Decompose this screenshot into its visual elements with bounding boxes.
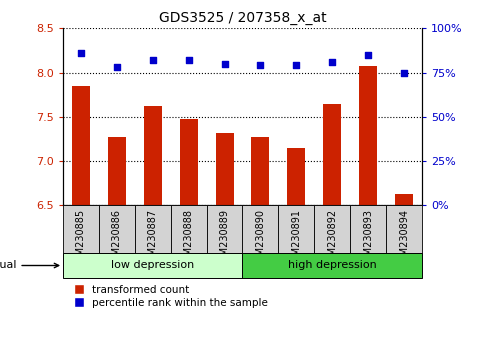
FancyBboxPatch shape <box>206 205 242 253</box>
FancyBboxPatch shape <box>242 253 421 278</box>
Bar <box>107 137 125 205</box>
Legend: transformed count, percentile rank within the sample: transformed count, percentile rank withi… <box>68 285 268 308</box>
Point <box>149 57 156 63</box>
Text: GSM230886: GSM230886 <box>112 209 121 268</box>
Point <box>256 63 264 68</box>
Text: high depression: high depression <box>287 261 376 270</box>
FancyBboxPatch shape <box>63 205 99 253</box>
FancyBboxPatch shape <box>170 205 206 253</box>
Text: GSM230885: GSM230885 <box>76 209 86 268</box>
Bar <box>322 103 340 205</box>
Bar <box>287 148 304 205</box>
Title: GDS3525 / 207358_x_at: GDS3525 / 207358_x_at <box>158 11 326 24</box>
Text: individual: individual <box>0 261 59 270</box>
Point <box>292 63 300 68</box>
Text: GSM230894: GSM230894 <box>398 209 408 268</box>
Text: GSM230888: GSM230888 <box>183 209 193 268</box>
FancyBboxPatch shape <box>278 205 314 253</box>
Bar <box>358 67 376 205</box>
Point <box>363 52 371 58</box>
Text: GSM230890: GSM230890 <box>255 209 265 268</box>
Bar <box>179 120 197 205</box>
Text: GSM230892: GSM230892 <box>327 209 336 268</box>
Point <box>113 64 121 70</box>
Point <box>184 57 192 63</box>
Bar <box>72 86 90 205</box>
Text: GSM230887: GSM230887 <box>148 209 157 268</box>
FancyBboxPatch shape <box>242 205 278 253</box>
FancyBboxPatch shape <box>135 205 170 253</box>
Bar <box>215 133 233 205</box>
Text: GSM230889: GSM230889 <box>219 209 229 268</box>
Bar <box>251 137 269 205</box>
Point <box>220 61 228 67</box>
Point <box>328 59 335 65</box>
FancyBboxPatch shape <box>99 205 135 253</box>
Bar <box>394 194 412 205</box>
Text: GSM230893: GSM230893 <box>363 209 372 268</box>
Text: low depression: low depression <box>111 261 194 270</box>
FancyBboxPatch shape <box>349 205 385 253</box>
FancyBboxPatch shape <box>314 205 349 253</box>
Bar <box>143 106 161 205</box>
Point <box>77 50 85 56</box>
FancyBboxPatch shape <box>63 253 242 278</box>
Point <box>399 70 407 75</box>
FancyBboxPatch shape <box>385 205 421 253</box>
Text: GSM230891: GSM230891 <box>291 209 301 268</box>
